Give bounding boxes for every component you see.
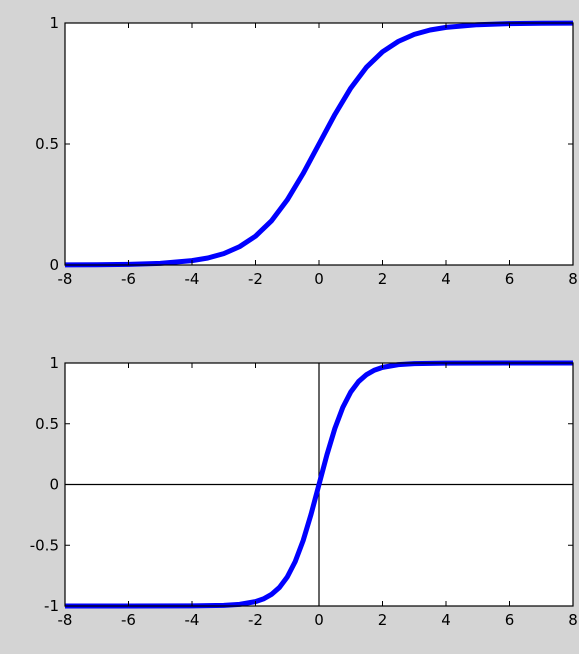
y-tick-label: 1 [49,14,59,32]
x-tick-label: 4 [441,270,451,288]
x-tick-label: 0 [314,611,324,629]
axes-1: -8 -6 -4 -2 0 2 4 6 8 0 0.5 1 [35,14,578,288]
x-tick-label: 0 [314,270,324,288]
y-tick-label: 0 [49,476,59,494]
y-tick-label: 0.5 [35,415,59,433]
axes-2: -8 -6 -4 -2 0 2 4 6 8 -1 -0.5 0 0.5 1 [30,354,578,629]
y-tick-label: 1 [49,354,59,372]
x-tick-label: -4 [185,270,200,288]
series-line-1 [65,360,573,609]
x-tick-label: -8 [58,611,73,629]
x-tick-label: -6 [121,270,136,288]
x-tick-label: -6 [121,611,136,629]
x-tick-label: 8 [568,611,578,629]
x-tick-label: 6 [505,270,515,288]
x-tick-label: -2 [248,270,263,288]
x-tick-label: 8 [568,270,578,288]
y-tick-label: -1 [44,597,59,615]
x-tick-label: 6 [505,611,515,629]
y-tick-label: 0 [49,256,59,274]
x-tick-label: 2 [378,611,388,629]
x-tick-label: -8 [58,270,73,288]
x-tick-label: 4 [441,611,451,629]
y-tick-label: 0.5 [35,135,59,153]
y-tick-label: -0.5 [30,536,59,554]
x-tick-label: 2 [378,270,388,288]
x-tick-label: -4 [185,611,200,629]
x-tick-label: -2 [248,611,263,629]
